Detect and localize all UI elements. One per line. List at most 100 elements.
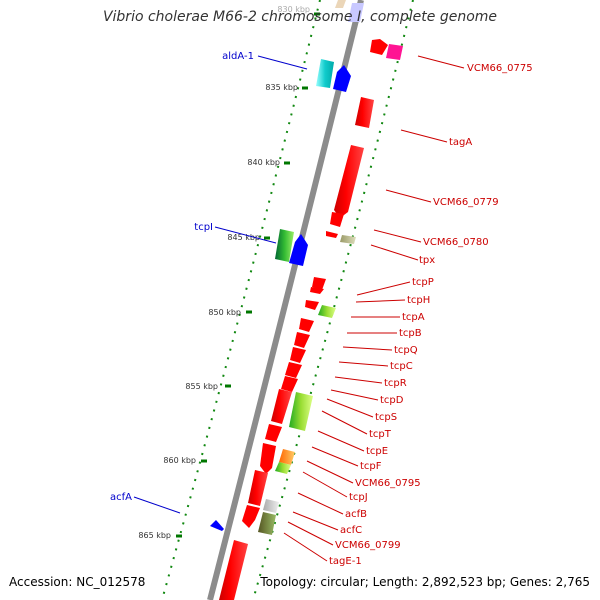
gene-tcpF xyxy=(265,424,282,442)
gene-label[interactable]: tagE-1 xyxy=(329,556,362,567)
gene-label[interactable]: tcpC xyxy=(390,361,413,372)
gene-label-tcpI[interactable]: tcpI xyxy=(194,222,213,233)
gene-label[interactable]: tcpA xyxy=(402,312,425,323)
accession-text: Accession: NC_012578 xyxy=(9,575,146,589)
gene-label[interactable]: tcpS xyxy=(375,412,397,423)
gene-label[interactable]: tcpJ xyxy=(349,492,368,503)
gene-VCM66_0799 xyxy=(258,512,276,535)
leader xyxy=(370,244,419,261)
topology-text: Topology: circular; Length: 2,892,523 bp… xyxy=(260,575,590,589)
gene-aldA-1 xyxy=(316,59,334,88)
right-gene-labels: VCM66_0775 tagA VCM66_0779 VCM66_0780 tp… xyxy=(329,63,533,567)
gene-VCM66_0779-b xyxy=(330,212,344,227)
gene-label[interactable]: tcpH xyxy=(407,295,430,306)
gene-tcpE xyxy=(271,389,292,424)
gene-label[interactable]: tcpF xyxy=(360,461,382,472)
scale-ticks xyxy=(176,12,320,538)
gene-label[interactable]: VCM66_0780 xyxy=(423,237,489,248)
gene-tcpP xyxy=(312,277,326,290)
gene-acfB xyxy=(248,470,268,506)
leader xyxy=(292,511,339,531)
gene-top-faded-2 xyxy=(335,0,346,8)
map-title: Vibrio cholerae M66-2 chromosome I, comp… xyxy=(102,9,498,25)
gene-label[interactable]: tcpB xyxy=(399,328,422,339)
gene-top-faded xyxy=(348,3,364,22)
leader xyxy=(355,299,406,303)
leader xyxy=(338,361,389,367)
leader xyxy=(373,229,422,243)
gene-VCM66_0775 xyxy=(386,44,403,60)
gene-aldA-1-neighbour xyxy=(333,65,351,92)
gene-VCM66_0780 xyxy=(326,231,338,238)
gene-bottom-large xyxy=(219,540,248,600)
reverse-strand-genes xyxy=(219,39,403,600)
gene-label-acfA[interactable]: acfA xyxy=(110,492,132,503)
leader-aldA-1 xyxy=(257,55,308,70)
gene-tcpA xyxy=(305,300,319,310)
forward-strand-genes xyxy=(210,0,364,531)
gene-tcpB xyxy=(318,305,336,318)
gene-tcpJ-b xyxy=(260,443,276,474)
gene-VCM66_0795 xyxy=(279,449,295,465)
gene-label[interactable]: tpx xyxy=(419,255,435,266)
gene-tcpC xyxy=(294,332,310,348)
scale-tick-labels: 830 kbp 835 kbp 840 kbp 845 kbp 850 kbp … xyxy=(138,5,310,540)
gene-label[interactable]: tagA xyxy=(449,137,472,148)
leader xyxy=(283,532,328,562)
gene-label[interactable]: VCM66_0795 xyxy=(355,478,421,489)
leader xyxy=(334,376,383,384)
left-gene-labels: aldA-1 tcpI acfA xyxy=(110,51,254,503)
gene-label[interactable]: tcpE xyxy=(366,446,388,457)
tick-label: 865 kbp xyxy=(138,531,171,540)
leader xyxy=(356,281,411,296)
leader xyxy=(287,521,334,546)
gene-tcpD xyxy=(285,362,302,378)
leader xyxy=(385,189,432,203)
leader-acfA xyxy=(133,496,181,514)
tick-label: 830 kbp xyxy=(277,5,310,14)
tick-label: 860 kbp xyxy=(163,456,196,465)
gene-label[interactable]: VCM66_0779 xyxy=(433,197,499,208)
leader xyxy=(321,410,368,435)
gene-tagE-1 xyxy=(242,505,260,528)
tick-label: 855 kbp xyxy=(185,382,218,391)
gene-label[interactable]: VCM66_0799 xyxy=(335,540,401,551)
leader xyxy=(330,389,379,401)
gene-acfC xyxy=(263,499,279,513)
leader xyxy=(400,129,448,143)
left-label-leaders xyxy=(133,55,308,514)
gene-label[interactable]: tcpR xyxy=(384,378,407,389)
gene-tcpH xyxy=(310,287,324,294)
leader xyxy=(306,460,354,484)
gene-tcpR xyxy=(290,347,306,363)
gene-label[interactable]: tcpP xyxy=(412,277,434,288)
gene-label[interactable]: VCM66_0775 xyxy=(467,63,533,74)
leader xyxy=(342,346,393,351)
gene-tcpQ xyxy=(299,318,314,332)
gene-label-aldA-1[interactable]: aldA-1 xyxy=(222,51,254,62)
tick-label: 845 kbp xyxy=(227,233,260,242)
leader xyxy=(326,398,374,418)
right-label-leaders xyxy=(283,55,465,562)
gene-label[interactable]: acfC xyxy=(340,525,362,536)
leader xyxy=(311,446,359,467)
gene-tpx xyxy=(340,235,356,244)
gene-label[interactable]: tcpQ xyxy=(394,345,418,356)
gene-tcpS xyxy=(281,376,298,392)
gene-tcpI xyxy=(289,234,308,266)
tick-label: 835 kbp xyxy=(265,83,298,92)
gene-label[interactable]: acfB xyxy=(345,509,367,520)
gene-tagA xyxy=(355,97,374,128)
gene-label[interactable]: tcpD xyxy=(380,395,404,406)
gene-tcpT xyxy=(289,392,313,431)
gene-label[interactable]: tcpT xyxy=(369,429,392,440)
leader xyxy=(417,55,465,69)
tick-label: 850 kbp xyxy=(208,308,241,317)
leader xyxy=(317,430,365,452)
leader xyxy=(302,471,348,498)
gene-VCM66_0775-a xyxy=(370,39,388,55)
leader-tcpI xyxy=(214,226,277,244)
gene-tcpJ xyxy=(275,462,291,474)
gene-acfA xyxy=(210,520,224,531)
